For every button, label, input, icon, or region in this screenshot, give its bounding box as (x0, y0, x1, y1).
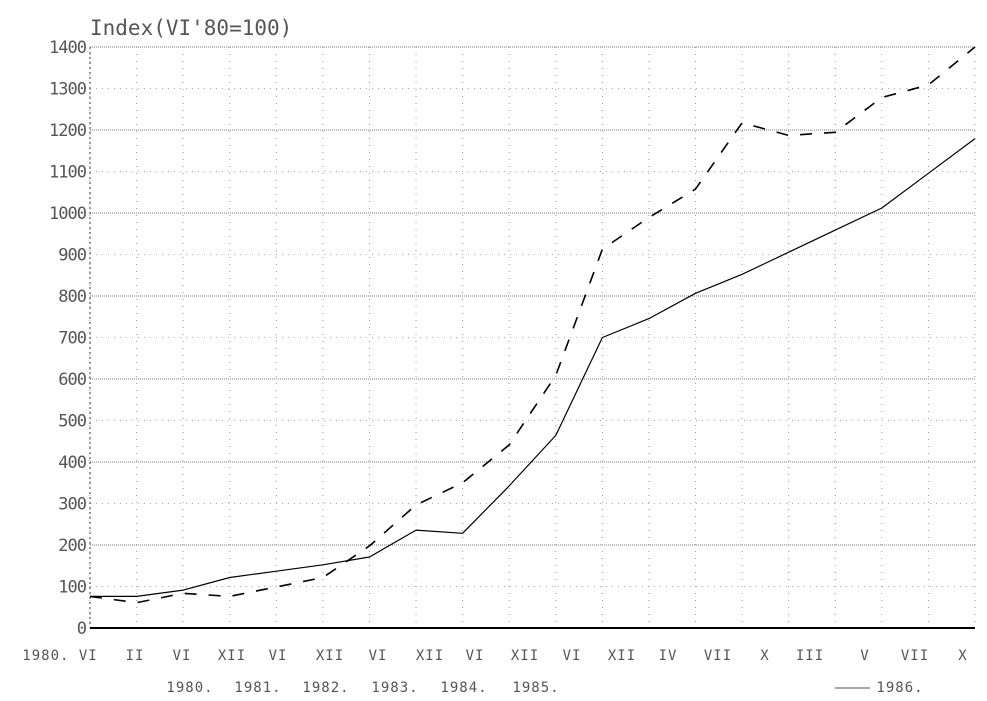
x-period-label: XII (316, 648, 344, 664)
x-period-labels: 1980. VI II VI XII VI XII VI XII VI XII VI XII IV VII… (22, 648, 967, 664)
y-tick-label: 0 (77, 619, 87, 639)
x-year-label: 1980. (166, 680, 213, 696)
x-period-label: VI (173, 648, 192, 664)
x-year-label: 1982. (302, 680, 349, 696)
series-lines (89, 46, 976, 604)
y-tick-label: 1100 (49, 163, 87, 183)
x-year-label: 1981. (234, 680, 281, 696)
y-tick-label: 1300 (49, 80, 87, 100)
x-period-label: III (796, 648, 824, 664)
x-period-label: VI (369, 648, 388, 664)
x-period-label: X (760, 648, 769, 664)
x-period-label: VI (466, 648, 485, 664)
y-tick-label: 300 (58, 495, 86, 515)
x-year-label: 1984. (440, 680, 487, 696)
x-period-label: II (126, 648, 145, 664)
y-tick-label: 800 (58, 287, 86, 307)
x-period-label: VII (704, 648, 732, 664)
y-tick-label: 100 (58, 578, 86, 598)
x-period-label: V (860, 648, 869, 664)
series-line-dashed (89, 46, 976, 604)
x-period-label: VI (269, 648, 288, 664)
x-year-label: 1983. (371, 680, 418, 696)
x-period-label: VII (901, 648, 929, 664)
y-tick-labels: 0 100 200 300 400 500 600 700 800 900 1000 1100 1200… (49, 38, 88, 639)
y-tick-label: 600 (58, 370, 86, 390)
y-tick-label: 900 (58, 246, 86, 266)
y-tick-label: 1200 (49, 121, 87, 141)
y-tick-label: 200 (58, 536, 86, 556)
x-period-label: 1980. VI (22, 648, 97, 664)
x-period-label: IV (659, 648, 678, 664)
x-period-label: XII (608, 648, 636, 664)
y-tick-label: 1000 (49, 204, 87, 224)
y-tick-label: 500 (58, 412, 86, 432)
y-tick-label: 700 (58, 329, 86, 349)
x-year-label: 1985. (512, 680, 559, 696)
y-tick-label: 400 (58, 453, 86, 473)
x-year-label: 1986. (876, 680, 923, 696)
grid (89, 46, 976, 629)
series-line-solid (90, 138, 976, 598)
x-period-label: X (958, 648, 967, 664)
x-period-label: XII (511, 648, 539, 664)
x-period-label: XII (218, 648, 246, 664)
y-axis-title: Index(VI'80=100) (90, 16, 292, 40)
x-year-labels: 1980. 1981. 1982. 1983. 1984. 1985. 1986. (166, 680, 923, 696)
x-period-label: VI (563, 648, 582, 664)
x-period-label: XII (416, 648, 444, 664)
y-tick-label: 1400 (49, 38, 87, 58)
